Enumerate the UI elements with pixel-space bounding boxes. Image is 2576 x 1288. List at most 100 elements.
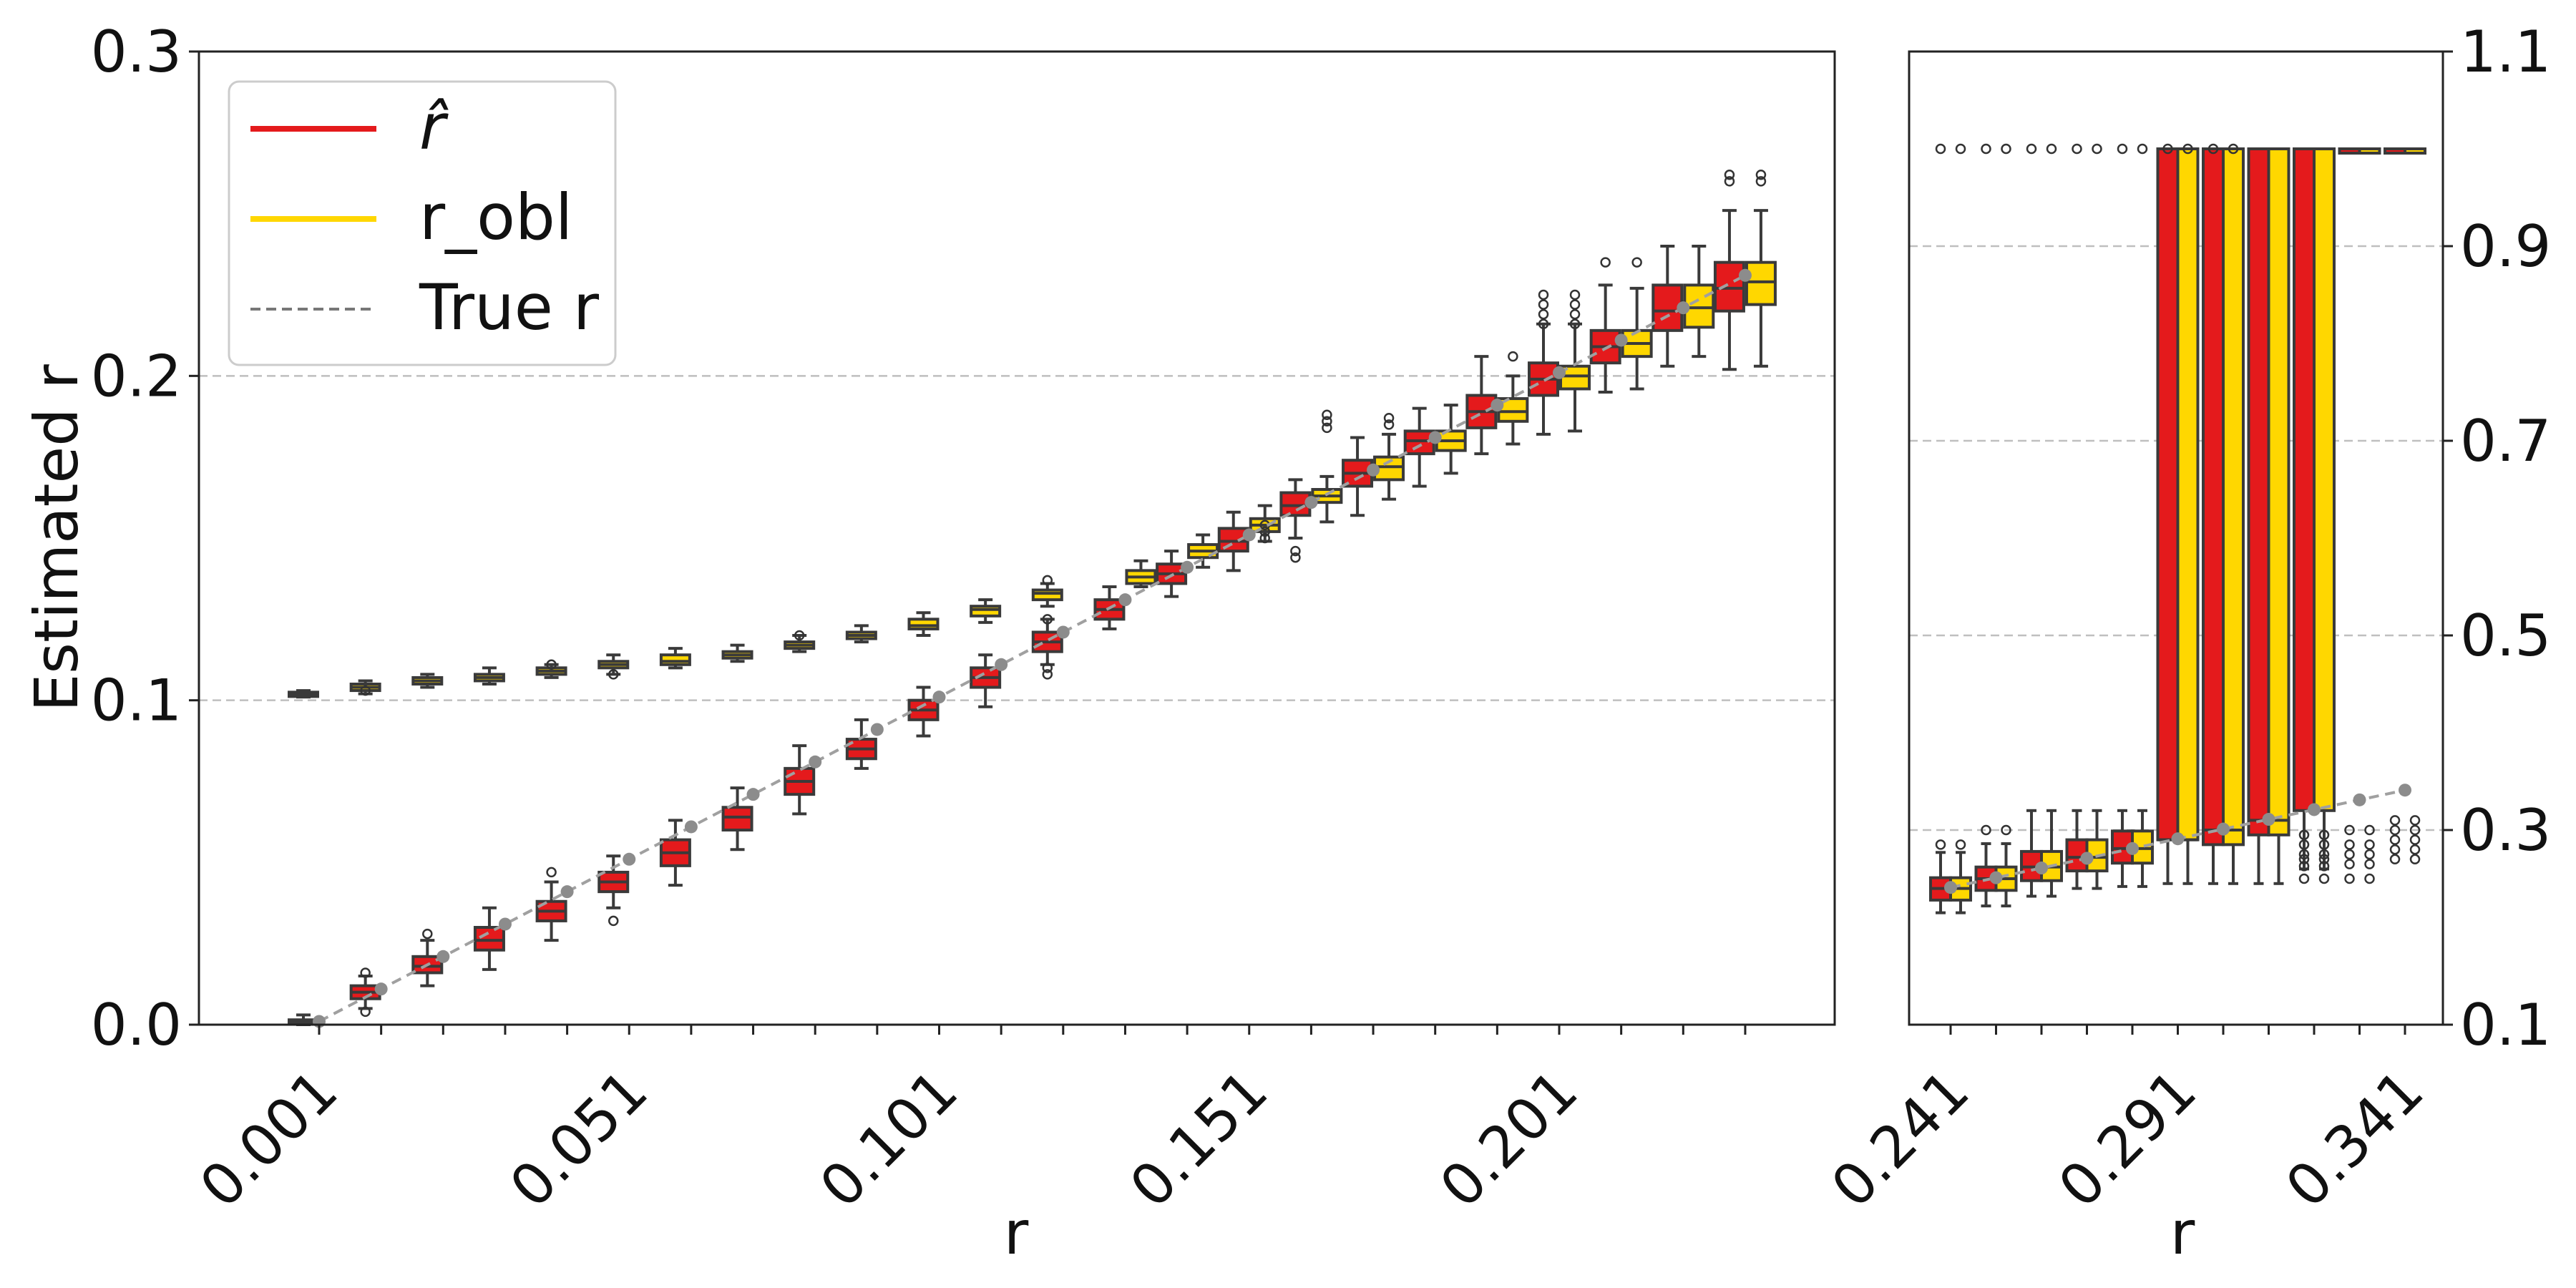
- left-box-r-hat: [1279, 478, 1312, 563]
- left-boxes: [288, 170, 1777, 1026]
- true-r-point: [2308, 803, 2321, 816]
- outlier-point: [2364, 849, 2375, 860]
- outlier-point: [2364, 873, 2375, 884]
- left-box-r-obl: [1683, 245, 1715, 358]
- true-r-point: [1367, 463, 1380, 477]
- true-r-point: [1242, 528, 1256, 542]
- right-ytick-label: 0.9: [2460, 213, 2551, 280]
- true-r-point: [1491, 399, 1504, 412]
- box: [2267, 147, 2290, 836]
- outlier-point: [1569, 289, 1581, 301]
- box: [2293, 147, 2316, 812]
- right-y-ticks: 0.1 0.3 0.5 0.7 0.9 1.1: [2443, 19, 2551, 1058]
- outlier-point: [1981, 143, 1991, 155]
- left-box-r-hat: [907, 686, 940, 738]
- outlier-point: [1755, 176, 1767, 187]
- true-r-point: [1738, 268, 1752, 282]
- true-r-point: [684, 820, 698, 834]
- true-r-point: [1614, 333, 1628, 347]
- outlier-point: [2298, 861, 2310, 872]
- box: [2313, 147, 2336, 812]
- outlier-point: [1569, 299, 1581, 310]
- outlier-point: [2389, 834, 2401, 845]
- left-box-r-hat: [597, 854, 630, 927]
- left-box-r-hat: [1528, 289, 1559, 436]
- outlier-point: [1600, 257, 1611, 268]
- left-box-r-obl: [1745, 170, 1777, 368]
- outlier-point: [2409, 854, 2421, 865]
- true-r-point: [1181, 560, 1194, 574]
- right-box-r-hat: [2293, 147, 2316, 884]
- outlier-point: [2026, 143, 2037, 155]
- true-r-point: [1677, 301, 1690, 315]
- outlier-point: [2409, 824, 2421, 836]
- right-plot-frame: [1908, 50, 2444, 1026]
- box: [1745, 260, 1777, 306]
- outlier-point: [2344, 839, 2355, 850]
- outlier-point: [1538, 308, 1549, 320]
- left-ytick-label: 0.0: [91, 992, 182, 1058]
- outlier-point: [360, 967, 371, 978]
- left-box-r-obl: [535, 659, 567, 679]
- legend-label-true-r: True r: [419, 270, 600, 344]
- true-r-point: [1989, 871, 2003, 884]
- outlier-point: [1955, 839, 1966, 850]
- legend-label-r-hat: r̂: [419, 90, 449, 164]
- box: [659, 653, 691, 666]
- outlier-point: [1631, 257, 1642, 268]
- outlier-point: [2137, 143, 2148, 155]
- right-ytick-label: 0.5: [2460, 602, 2551, 669]
- outlier-point: [2001, 143, 2011, 155]
- true-r-point: [2171, 832, 2185, 846]
- left-ytick-label: 0.2: [91, 343, 182, 409]
- right-ytick-label: 1.1: [2460, 19, 2551, 85]
- true-r-point: [1304, 496, 1318, 509]
- left-box-r-hat: [845, 718, 877, 770]
- box: [970, 605, 1002, 618]
- outlier-point: [2344, 873, 2355, 884]
- right-box-r-obl: [2222, 147, 2245, 885]
- box: [907, 618, 940, 630]
- true-r-point: [2126, 841, 2139, 855]
- outlier-point: [2318, 829, 2330, 841]
- outlier-point: [2182, 143, 2193, 155]
- left-box-r-obl: [1311, 409, 1343, 524]
- outlier-point: [2409, 834, 2421, 845]
- left-y-ticks: 0.0 0.1 0.2 0.3: [91, 19, 199, 1058]
- left-box-r-obl: [349, 679, 381, 696]
- outlier-point: [1981, 824, 1991, 836]
- left-box-r-obl: [1125, 559, 1157, 588]
- outlier-point: [794, 630, 805, 641]
- left-box-r-obl: [597, 653, 630, 680]
- left-box-r-obl: [907, 611, 940, 637]
- true-r-point: [2399, 784, 2411, 797]
- left-box-r-hat: [721, 786, 753, 852]
- true-r-point: [1553, 366, 1566, 379]
- box: [2156, 147, 2180, 841]
- right-true-r-line: [1944, 784, 2411, 894]
- outlier-point: [546, 867, 557, 878]
- left-box-r-obl: [659, 647, 691, 670]
- box: [721, 806, 753, 832]
- right-box-r-hat: [2384, 147, 2406, 865]
- left-box-r-hat: [1031, 614, 1063, 680]
- right-x-axis-label: r: [2170, 1198, 2195, 1268]
- true-r-point: [746, 788, 760, 801]
- outlier-point: [2072, 143, 2082, 155]
- left-box-r-obl: [411, 673, 444, 689]
- outlier-point: [2162, 143, 2173, 155]
- left-x-axis-label: r: [1004, 1198, 1029, 1268]
- legend-label-r-obl: r_obl: [419, 180, 572, 254]
- true-r-point: [2217, 822, 2230, 836]
- box: [1403, 429, 1435, 456]
- true-r-point: [809, 755, 822, 769]
- outlier-point: [2344, 849, 2355, 860]
- true-r-point: [1428, 431, 1442, 444]
- true-r-point: [374, 982, 388, 996]
- right-ytick-label: 0.3: [2460, 797, 2551, 864]
- outlier-point: [2389, 854, 2401, 865]
- right-ytick-label: 0.7: [2460, 408, 2551, 474]
- outlier-point: [1955, 143, 1966, 155]
- outlier-point: [2207, 143, 2219, 155]
